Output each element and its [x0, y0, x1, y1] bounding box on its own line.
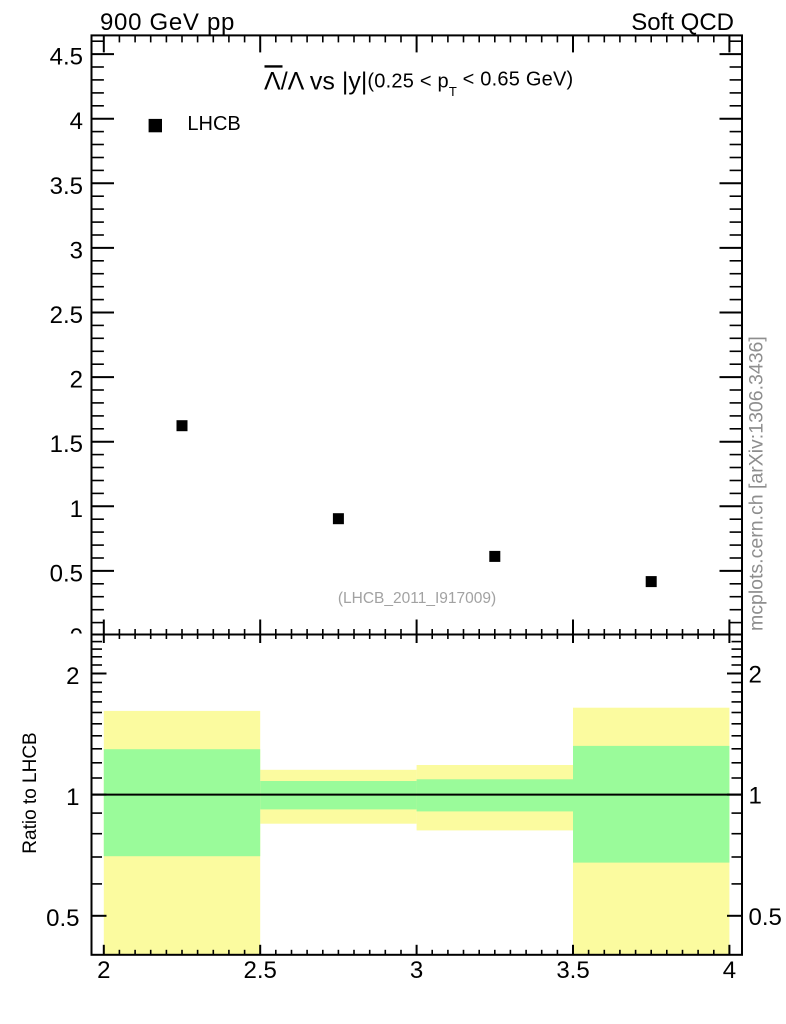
svg-text:2: 2 — [97, 957, 110, 984]
svg-text:900 GeV pp: 900 GeV pp — [100, 9, 235, 36]
svg-text:Soft QCD: Soft QCD — [631, 9, 734, 36]
svg-text:3: 3 — [70, 237, 83, 264]
svg-text:1.5: 1.5 — [50, 431, 83, 458]
svg-text:LHCB: LHCB — [187, 113, 240, 135]
svg-text:4.5: 4.5 — [50, 44, 83, 71]
svg-text:2.5: 2.5 — [50, 302, 83, 329]
svg-text:4: 4 — [70, 108, 83, 135]
svg-text:1: 1 — [66, 784, 79, 811]
svg-text:2: 2 — [70, 367, 83, 394]
svg-text:1: 1 — [749, 783, 762, 810]
svg-text:4: 4 — [723, 957, 736, 984]
svg-text:2: 2 — [749, 662, 762, 689]
svg-text:3.5: 3.5 — [556, 957, 589, 984]
svg-text:3.5: 3.5 — [50, 173, 83, 200]
svg-text:2: 2 — [66, 663, 79, 690]
svg-text:0.5: 0.5 — [46, 905, 79, 932]
svg-text:(LHCB_2011_I917009): (LHCB_2011_I917009) — [338, 590, 496, 607]
svg-text:2.5: 2.5 — [244, 957, 277, 984]
svg-text:1: 1 — [70, 496, 83, 523]
svg-text:3: 3 — [410, 957, 423, 984]
svg-text:0.5: 0.5 — [749, 904, 782, 931]
svg-text:0.5: 0.5 — [50, 560, 83, 587]
svg-text:Ratio to LHCB: Ratio to LHCB — [20, 732, 41, 853]
svg-text:mcplots.cern.ch [arXiv:1306.34: mcplots.cern.ch [arXiv:1306.3436] — [746, 336, 768, 631]
